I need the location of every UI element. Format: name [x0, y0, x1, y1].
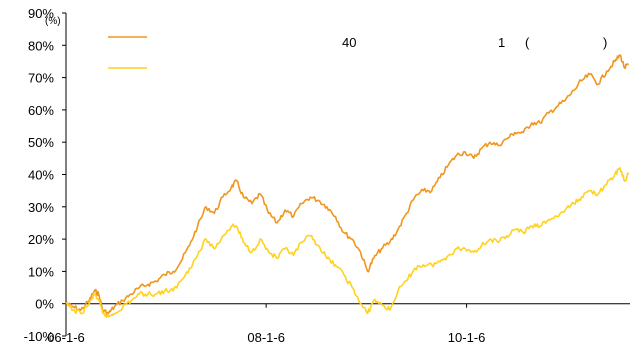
legend-fragment-2: 1: [498, 35, 505, 50]
y-tick-label: 70%: [28, 71, 54, 86]
x-tick-label: 06-1-6: [47, 330, 85, 345]
y-axis: -10% 0% 10% 20% 30% 40% 50% 60% 70% 80% 90%: [24, 6, 67, 344]
series-layer: [65, 54, 630, 319]
legend-fragment-3: (: [525, 35, 530, 50]
y-tick-label: 80%: [28, 38, 54, 53]
y-tick-label: 50%: [28, 135, 54, 150]
y-tick-label: 0%: [35, 297, 54, 312]
y-tick-label: -10%: [24, 329, 55, 344]
series-line-1: [65, 54, 629, 316]
y-tick-label: 90%: [28, 6, 54, 21]
y-tick-label: 20%: [28, 232, 54, 247]
x-tick-label: 08-1-6: [247, 330, 285, 345]
y-tick-label: 30%: [28, 200, 54, 215]
legend-fragment-1: 40: [342, 35, 356, 50]
y-unit-label: (%): [45, 16, 61, 27]
y-tick-label: 10%: [28, 264, 54, 279]
series-line-2: [65, 167, 630, 319]
legend: 40 1 ( ): [108, 35, 607, 69]
legend-fragment-4: ): [603, 35, 607, 50]
x-axis: 06-1-6 08-1-6 10-1-6: [47, 303, 630, 345]
y-tick-label: 40%: [28, 168, 54, 183]
y-tick-label: 60%: [28, 103, 54, 118]
x-tick-label: 10-1-6: [448, 330, 486, 345]
